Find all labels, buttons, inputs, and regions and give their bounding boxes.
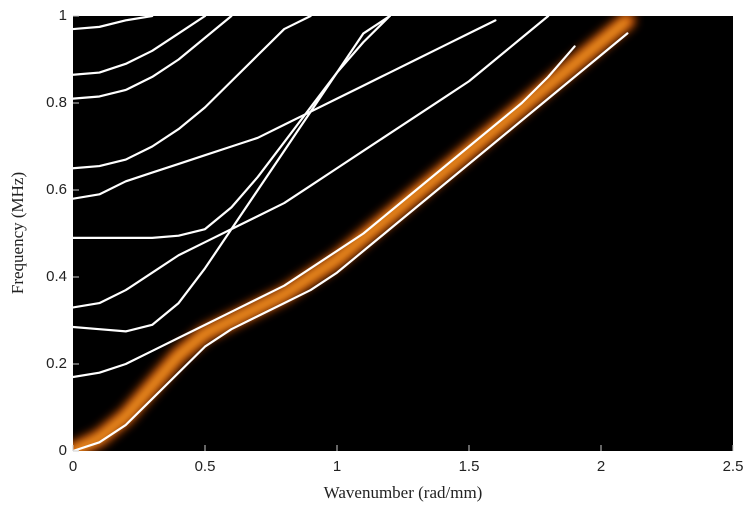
dispersion-curve [73, 16, 312, 170]
y-tick-label: 0.2 [46, 355, 67, 372]
dispersion-curve [73, 16, 154, 31]
x-tick-label: 0 [69, 458, 77, 475]
dispersion-curve [73, 45, 576, 379]
x-tick-label: 1 [333, 458, 341, 475]
plot [73, 16, 636, 451]
dispersion-curve [73, 16, 391, 239]
y-tick-label: 0.6 [46, 181, 67, 198]
x-tick-label: 0.5 [195, 458, 216, 475]
ridge-core [73, 17, 630, 451]
plot-area [73, 16, 733, 451]
y-tick-label: 0.4 [46, 268, 67, 285]
y-axis-label: Frequency (MHz) [8, 172, 27, 294]
y-tick-label: 0 [59, 442, 67, 459]
x-tick-label: 2.5 [723, 458, 744, 475]
dispersion-curve [73, 32, 629, 451]
x-tick-label: 1.5 [459, 458, 480, 475]
x-tick-label: 2 [597, 458, 605, 475]
dispersion-curve [73, 16, 207, 76]
y-tick-label: 0.8 [46, 94, 67, 111]
dispersion-curve [73, 16, 233, 100]
y-tick-label: 1 [59, 7, 67, 24]
x-axis-label: Wavenumber (rad/mm) [324, 483, 483, 502]
dispersion-curve [73, 16, 550, 309]
dispersion-curve [73, 19, 497, 200]
